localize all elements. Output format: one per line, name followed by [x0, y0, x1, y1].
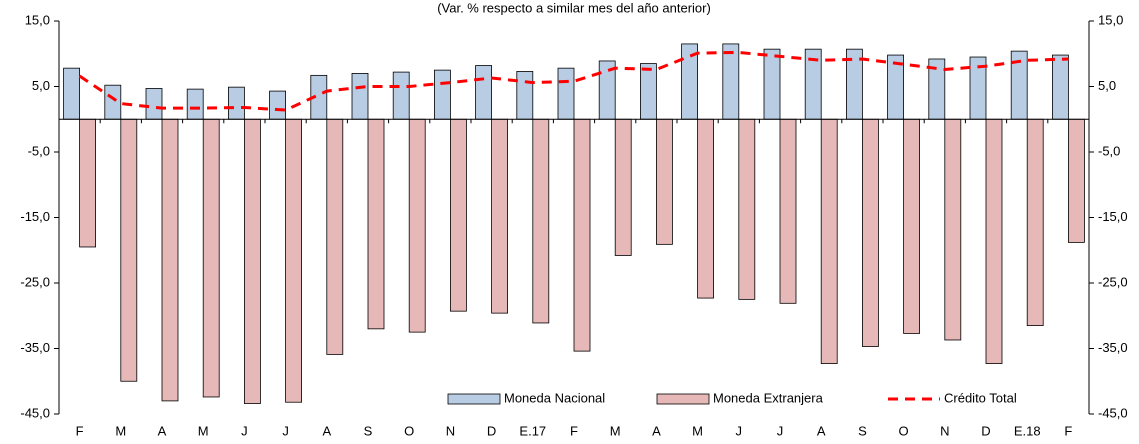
bar — [475, 65, 493, 120]
y2-tick-label: -5,0 — [1098, 143, 1120, 158]
bar — [227, 86, 245, 120]
y2-tick-label: -35,0 — [1098, 340, 1128, 355]
legend-label: Moneda Nacional — [504, 390, 605, 405]
bar — [186, 88, 204, 120]
bar — [351, 73, 369, 120]
x-tick-label: M — [198, 423, 209, 438]
legend-swatch — [656, 393, 710, 405]
x-tick-label: S — [364, 423, 373, 438]
x-tick-label: J — [736, 423, 743, 438]
x-tick-label: A — [652, 423, 661, 438]
x-tick-label: E.18 — [1014, 423, 1041, 438]
x-tick-label: J — [241, 423, 248, 438]
y-tick-label: -15,0 — [20, 209, 50, 224]
bar — [779, 118, 797, 304]
bar — [367, 118, 385, 330]
x-tick-label: A — [322, 423, 331, 438]
y2-tick-label: -45,0 — [1098, 405, 1128, 420]
bar — [433, 69, 451, 120]
bar — [557, 67, 575, 120]
y2-tick-label: -25,0 — [1098, 274, 1128, 289]
bar — [243, 118, 261, 404]
x-tick-label: J — [777, 423, 784, 438]
bar — [640, 63, 657, 120]
bar — [79, 118, 96, 248]
x-tick-label: D — [981, 423, 990, 438]
bar — [161, 118, 179, 402]
bar — [449, 118, 467, 312]
bar — [516, 71, 534, 120]
bar — [903, 118, 920, 334]
x-tick-label: N — [446, 423, 455, 438]
bar — [532, 118, 550, 324]
bar — [63, 67, 80, 120]
bar — [738, 118, 756, 300]
bar — [944, 118, 962, 341]
bar — [202, 118, 220, 398]
bar — [573, 118, 591, 352]
y-tick-label: -45,0 — [20, 405, 50, 420]
x-tick-label: J — [282, 423, 289, 438]
bar — [408, 118, 426, 333]
y-tick-label: -35,0 — [20, 340, 50, 355]
bar — [120, 118, 138, 382]
y-tick-label: 15,0 — [25, 12, 50, 27]
bar — [697, 118, 714, 299]
bar — [269, 90, 287, 120]
legend-label: Crédito Total — [944, 390, 1017, 405]
bar — [1052, 54, 1069, 120]
bar — [392, 71, 410, 120]
bar — [491, 118, 509, 314]
bar — [285, 118, 303, 403]
x-tick-label: A — [158, 423, 167, 438]
y2-tick-label: 5,0 — [1098, 78, 1116, 93]
x-tick-label: D — [487, 423, 496, 438]
bar — [862, 118, 879, 347]
bar — [326, 118, 344, 355]
x-tick-label: F — [1064, 423, 1072, 438]
x-tick-label: E.17 — [519, 423, 546, 438]
bar — [763, 48, 781, 120]
x-tick-label: M — [692, 423, 703, 438]
x-tick-label: O — [899, 423, 909, 438]
legend-swatch — [447, 393, 501, 405]
bar — [145, 88, 163, 120]
bar — [656, 118, 673, 245]
x-tick-label: S — [858, 423, 867, 438]
y2-tick-label: -15,0 — [1098, 209, 1128, 224]
x-tick-label: N — [940, 423, 949, 438]
bar — [104, 84, 122, 120]
x-tick-label: F — [76, 423, 84, 438]
y-tick-label: -5,0 — [28, 143, 50, 158]
legend-label: Moneda Extranjera — [713, 390, 824, 405]
x-tick-label: A — [817, 423, 826, 438]
line — [78, 50, 1069, 112]
x-tick-label: O — [404, 423, 414, 438]
y-tick-label: 5,0 — [32, 78, 50, 93]
y-tick-label: -25,0 — [20, 274, 50, 289]
chart-subtitle: (Var. % respecto a similar mes del año a… — [437, 0, 711, 15]
x-tick-label: F — [570, 423, 578, 438]
bar — [722, 43, 740, 120]
x-tick-label: M — [115, 423, 126, 438]
bar — [1068, 118, 1085, 243]
bar — [985, 118, 1003, 364]
x-tick-label: M — [610, 423, 621, 438]
bar — [614, 118, 632, 256]
y2-tick-label: 15,0 — [1098, 12, 1123, 27]
bar — [1026, 118, 1044, 326]
bar — [820, 118, 838, 364]
